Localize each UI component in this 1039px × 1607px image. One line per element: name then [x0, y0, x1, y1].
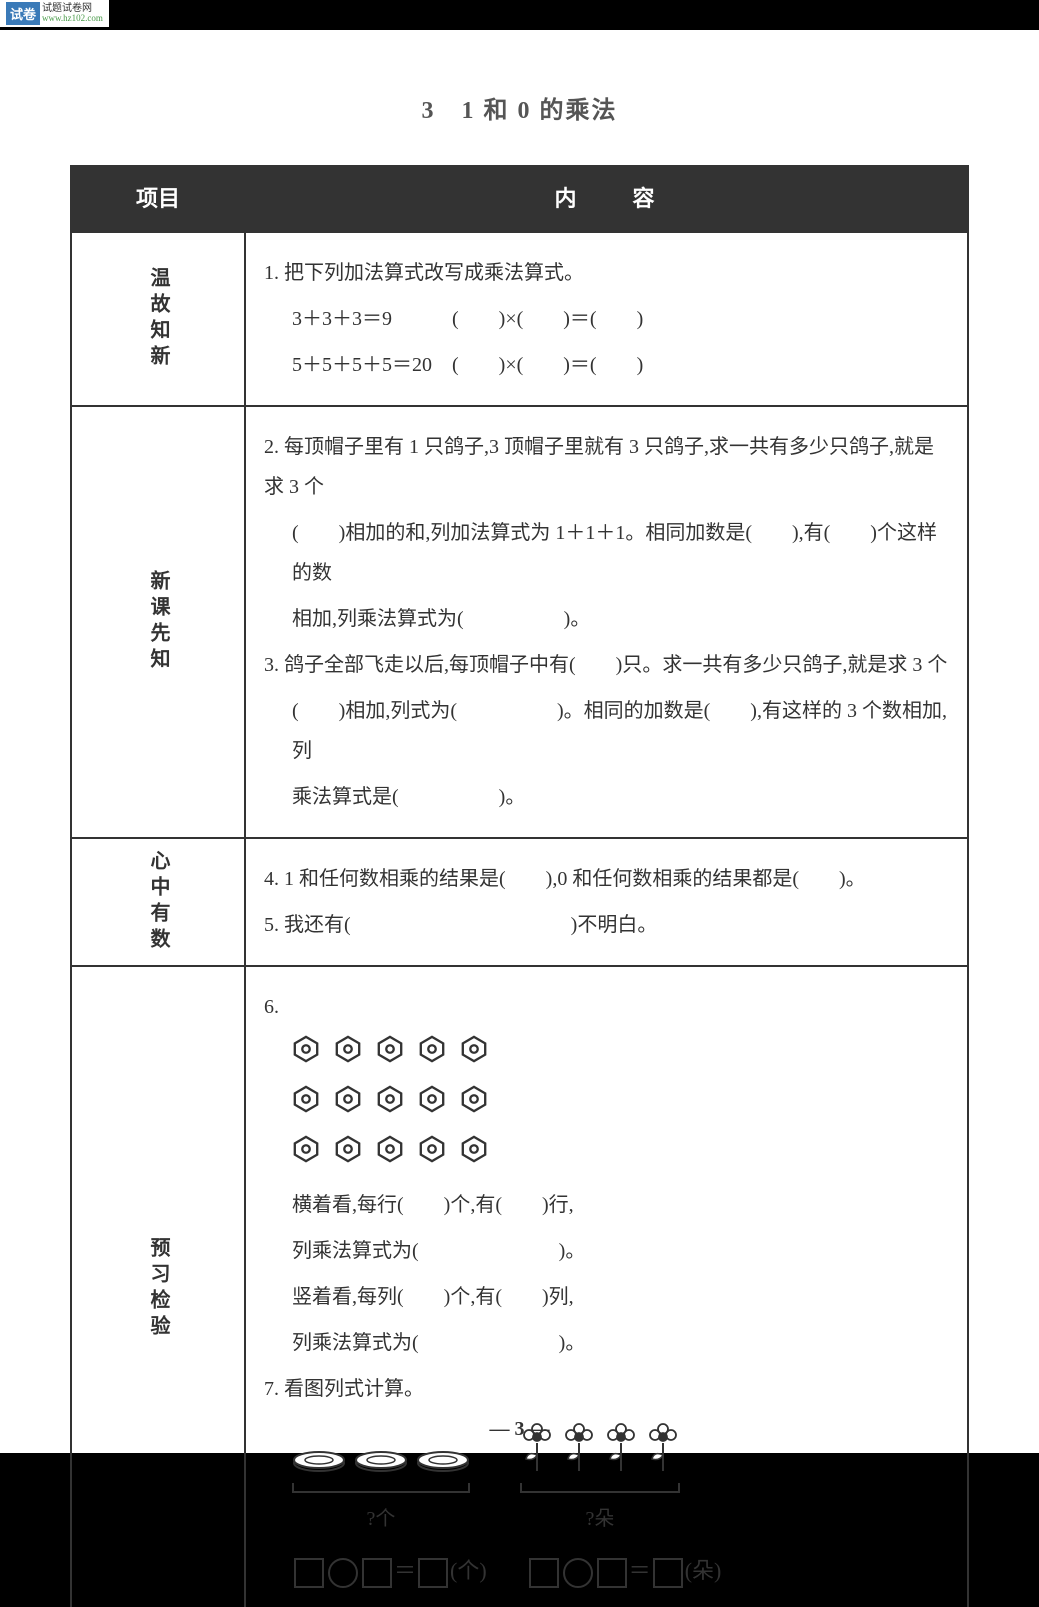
content-yuxijianyan: 6. 横着看,每行( )个,有( )行, 列乘法算式为( )。 竖着看,每列( …: [245, 966, 968, 1607]
q6-line4: 列乘法算式为( )。: [264, 1323, 949, 1363]
hex-icon: [376, 1035, 404, 1077]
eq2-unit: (朵): [685, 1558, 722, 1583]
plate-icon: [416, 1445, 470, 1487]
header-col2: 内 容: [245, 166, 968, 232]
eq1-box1: [294, 1558, 324, 1588]
hex-icon: [418, 1085, 446, 1127]
section-xinkexianzhi: 新课先知 2. 每顶帽子里有 1 只鸽子,3 顶帽子里就有 3 只鸽子,求一共有…: [71, 406, 968, 838]
hex-icon: [460, 1085, 488, 1127]
hex-icon: [460, 1035, 488, 1077]
q3-line2: ( )相加,列式为( )。相同的加数是( ),有这样的 3 个数相加,列: [264, 691, 949, 771]
page: 3 1 和 0 的乘法 项目 内 容 温故知新 1. 把下列加法算式改写成乘法算…: [0, 30, 1039, 1453]
hex-icon: [460, 1135, 488, 1177]
q6-line2: 列乘法算式为( )。: [264, 1231, 949, 1271]
plates-row: [292, 1445, 470, 1493]
q2-line2: ( )相加的和,列加法算式为 1＋1＋1。相同加数是( ),有( )个这样的数: [264, 513, 949, 593]
logo-badge: 试卷: [6, 2, 40, 25]
header-row: 项目 内 容: [71, 166, 968, 232]
plate-icon: [354, 1445, 408, 1487]
q6-line3: 竖着看,每列( )个,有( )列,: [264, 1277, 949, 1317]
equation-1: ＝(个): [292, 1549, 487, 1593]
eq2-box1: [529, 1558, 559, 1588]
plate-group: ?个: [292, 1445, 470, 1539]
label-yuxijianyan: 预习检验: [71, 966, 245, 1607]
q6-line1: 横着看,每行( )个,有( )行,: [264, 1185, 949, 1225]
q3-line3: 乘法算式是( )。: [264, 777, 949, 817]
content-xinkexianzhi: 2. 每顶帽子里有 1 只鸽子,3 顶帽子里就有 3 只鸽子,求一共有多少只鸽子…: [245, 406, 968, 838]
eq2-box2: [597, 1558, 627, 1588]
header-col1: 项目: [71, 166, 245, 232]
plate-label: ?个: [367, 1499, 396, 1539]
flower-label: ?朵: [586, 1499, 615, 1539]
eq1-box2: [362, 1558, 392, 1588]
page-number: — 3 —: [0, 1418, 1039, 1441]
q6-num: 6.: [264, 987, 949, 1177]
content-xinzhongyoushu: 4. 1 和任何数相乘的结果是( ),0 和任何数相乘的结果都是( )。 5. …: [245, 838, 968, 966]
q1-intro: 1. 把下列加法算式改写成乘法算式。: [264, 253, 949, 293]
equation-2: ＝(朵): [527, 1549, 722, 1593]
hex-grid: [264, 1035, 949, 1177]
eq2-circle: [563, 1558, 593, 1588]
eq2-box3: [653, 1558, 683, 1588]
q6-number: 6.: [264, 996, 279, 1018]
page-number-value: 3: [515, 1418, 525, 1440]
eq1-circle: [328, 1558, 358, 1588]
eq1-box3: [418, 1558, 448, 1588]
hex-icon: [418, 1135, 446, 1177]
main-table: 项目 内 容 温故知新 1. 把下列加法算式改写成乘法算式。 3＋3＋3＝9 (…: [70, 165, 969, 1607]
logo-area: 试卷 试题试卷网 www.hz102.com: [0, 0, 109, 27]
page-title: 3 1 和 0 的乘法: [70, 90, 969, 125]
section-xinzhongyoushu: 心中有数 4. 1 和任何数相乘的结果是( ),0 和任何数相乘的结果都是( )…: [71, 838, 968, 966]
equation-row: ＝(个) ＝(朵): [292, 1549, 949, 1593]
q1-line2: 5＋5＋5＋5＝20 ( )×( )＝( ): [264, 345, 949, 385]
q2-line1: 2. 每顶帽子里有 1 只鸽子,3 顶帽子里就有 3 只鸽子,求一共有多少只鸽子…: [264, 427, 949, 507]
hex-row: [292, 1035, 949, 1077]
eq1-unit: (个): [450, 1558, 487, 1583]
hex-icon: [334, 1135, 362, 1177]
q5: 5. 我还有( )不明白。: [264, 905, 949, 945]
hex-icon: [376, 1135, 404, 1177]
hex-icon: [334, 1085, 362, 1127]
hex-icon: [292, 1035, 320, 1077]
q3-line1: 3. 鸽子全部飞走以后,每顶帽子中有( )只。求一共有多少只鸽子,就是求 3 个: [264, 645, 949, 685]
plate-icon: [292, 1445, 346, 1487]
logo-line2: www.hz102.com: [42, 14, 103, 24]
label-xinkexianzhi: 新课先知: [71, 406, 245, 838]
q2-line3: 相加,列乘法算式为( )。: [264, 599, 949, 639]
hex-icon: [376, 1085, 404, 1127]
label-xinzhongyoushu: 心中有数: [71, 838, 245, 966]
q4: 4. 1 和任何数相乘的结果是( ),0 和任何数相乘的结果都是( )。: [264, 859, 949, 899]
q1-line1: 3＋3＋3＝9 ( )×( )＝( ): [264, 299, 949, 339]
hex-icon: [418, 1035, 446, 1077]
section-yuxijianyan: 预习检验 6. 横着看,每行( )个,有( )行, 列乘法算式为( )。 竖着看…: [71, 966, 968, 1607]
logo-text: 试题试卷网 www.hz102.com: [42, 3, 103, 24]
label-wenguzhixin: 温故知新: [71, 232, 245, 406]
hex-icon: [292, 1135, 320, 1177]
hex-row: [292, 1135, 949, 1177]
q7-intro: 7. 看图列式计算。: [264, 1369, 949, 1409]
section-wenguzhixin: 温故知新 1. 把下列加法算式改写成乘法算式。 3＋3＋3＝9 ( )×( )＝…: [71, 232, 968, 406]
content-wenguzhixin: 1. 把下列加法算式改写成乘法算式。 3＋3＋3＝9 ( )×( )＝( ) 5…: [245, 232, 968, 406]
hex-icon: [334, 1035, 362, 1077]
hex-row: [292, 1085, 949, 1127]
hex-icon: [292, 1085, 320, 1127]
